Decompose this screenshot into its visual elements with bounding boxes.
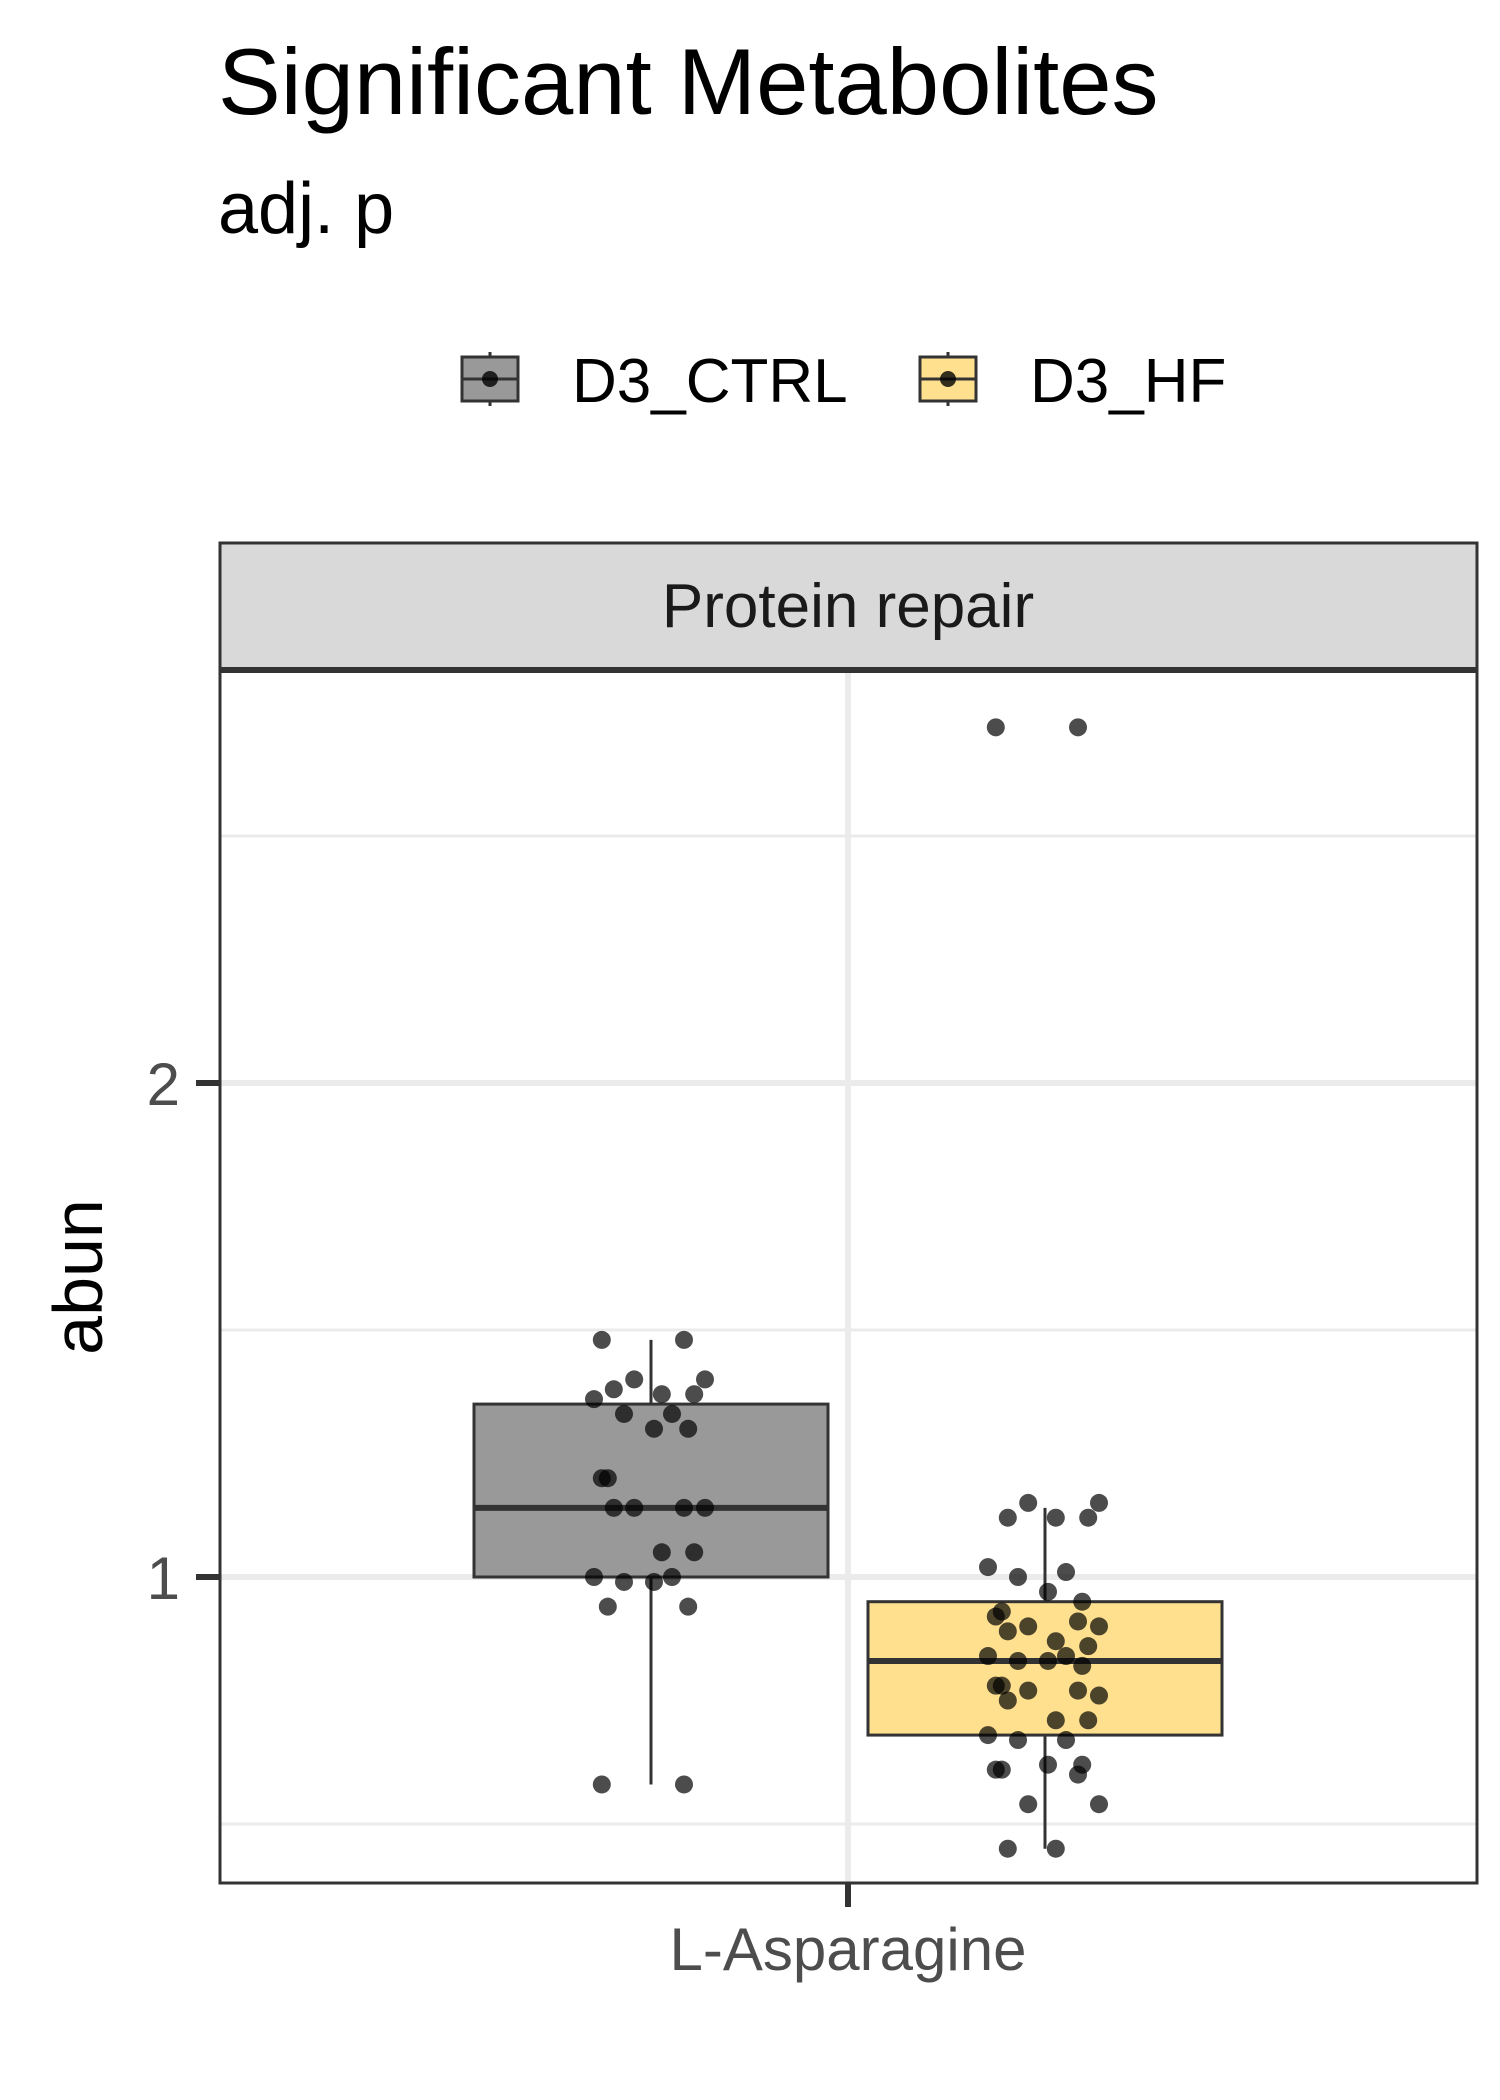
point-1-9 — [1009, 1568, 1027, 1586]
point-0-20 — [585, 1568, 603, 1586]
point-0-9 — [615, 1404, 633, 1423]
y-tick-label-0: 1 — [147, 1545, 180, 1612]
point-0-27 — [675, 1775, 693, 1794]
point-0-3 — [696, 1370, 714, 1389]
point-0-8 — [663, 1404, 681, 1423]
facet-label: Protein repair — [662, 572, 1034, 641]
point-0-0 — [592, 1330, 611, 1349]
x-tick-label-0: L-Asparagine — [670, 1916, 1027, 1983]
chart-title: Significant Metabolites — [218, 29, 1159, 134]
point-0-6 — [685, 1385, 704, 1404]
legend-label-0: D3_CTRL — [572, 347, 848, 416]
y-axis-label: abun — [39, 1199, 117, 1355]
point-1-35 — [1009, 1731, 1027, 1750]
point-1-15 — [1019, 1617, 1038, 1636]
point-1-7 — [979, 1558, 997, 1577]
point-1-36 — [1039, 1755, 1057, 1774]
points — [585, 718, 1108, 1858]
point-0-2 — [625, 1370, 644, 1389]
grid — [220, 670, 1477, 1883]
point-1-14 — [1069, 1612, 1087, 1631]
point-1-2 — [1019, 1493, 1038, 1512]
point-0-4 — [604, 1380, 623, 1399]
point-0-19 — [685, 1543, 704, 1562]
point-1-17 — [998, 1622, 1017, 1641]
legend: D3_CTRL D3_HF — [460, 347, 1226, 416]
point-1-24 — [1073, 1656, 1092, 1675]
point-1-31 — [1046, 1711, 1065, 1730]
point-1-42 — [1090, 1795, 1108, 1814]
chart-subtitle: adj. p — [218, 169, 395, 249]
point-1-1 — [1069, 718, 1087, 737]
box-0 — [472, 1339, 830, 1785]
point-1-5 — [1046, 1508, 1065, 1527]
point-1-10 — [1039, 1582, 1057, 1601]
point-0-16 — [696, 1498, 714, 1517]
point-0-14 — [675, 1498, 693, 1517]
point-1-26 — [986, 1676, 1005, 1695]
point-1-4 — [998, 1508, 1017, 1527]
point-1-6 — [1079, 1508, 1098, 1527]
point-1-39 — [986, 1760, 1005, 1779]
legend-item-0: D3_CTRL — [460, 347, 848, 416]
point-1-0 — [986, 718, 1005, 737]
point-0-1 — [675, 1330, 693, 1349]
point-1-44 — [1046, 1839, 1065, 1858]
point-1-3 — [1090, 1493, 1108, 1512]
point-1-29 — [1090, 1686, 1108, 1705]
point-1-41 — [1019, 1795, 1038, 1814]
point-0-11 — [679, 1419, 698, 1438]
legend-label-1: D3_HF — [1030, 347, 1226, 416]
point-1-22 — [1009, 1651, 1027, 1670]
point-1-21 — [1057, 1647, 1075, 1666]
point-1-34 — [1057, 1731, 1075, 1750]
point-1-18 — [1046, 1632, 1065, 1651]
point-1-40 — [1069, 1765, 1087, 1784]
point-0-10 — [645, 1419, 663, 1438]
point-1-43 — [998, 1839, 1017, 1858]
point-0-24 — [679, 1597, 698, 1616]
point-0-23 — [645, 1572, 663, 1591]
point-1-19 — [1079, 1637, 1098, 1656]
point-1-11 — [1073, 1592, 1092, 1611]
point-0-18 — [652, 1543, 671, 1562]
point-0-26 — [592, 1775, 611, 1794]
axes: 1 2 L-Asparagine — [147, 1051, 1027, 1983]
point-0-5 — [652, 1385, 671, 1404]
point-1-33 — [979, 1726, 997, 1745]
legend-key-point-1 — [940, 371, 956, 387]
point-1-13 — [986, 1607, 1005, 1626]
point-1-8 — [1057, 1563, 1075, 1582]
point-0-21 — [663, 1568, 681, 1586]
y-tick-label-1: 2 — [147, 1051, 180, 1118]
legend-key-point-0 — [482, 371, 498, 387]
point-1-32 — [1079, 1711, 1098, 1730]
point-1-30 — [998, 1691, 1017, 1710]
point-1-28 — [1019, 1681, 1038, 1700]
point-0-13 — [592, 1469, 611, 1488]
point-1-16 — [1090, 1617, 1108, 1636]
point-0-25 — [598, 1597, 617, 1616]
point-1-20 — [979, 1647, 997, 1666]
point-0-15 — [625, 1498, 644, 1517]
point-1-27 — [1069, 1681, 1087, 1700]
legend-item-1: D3_HF — [918, 347, 1226, 416]
point-1-23 — [1039, 1651, 1057, 1670]
point-0-7 — [585, 1390, 603, 1409]
point-0-17 — [604, 1498, 623, 1517]
point-0-22 — [615, 1572, 633, 1591]
